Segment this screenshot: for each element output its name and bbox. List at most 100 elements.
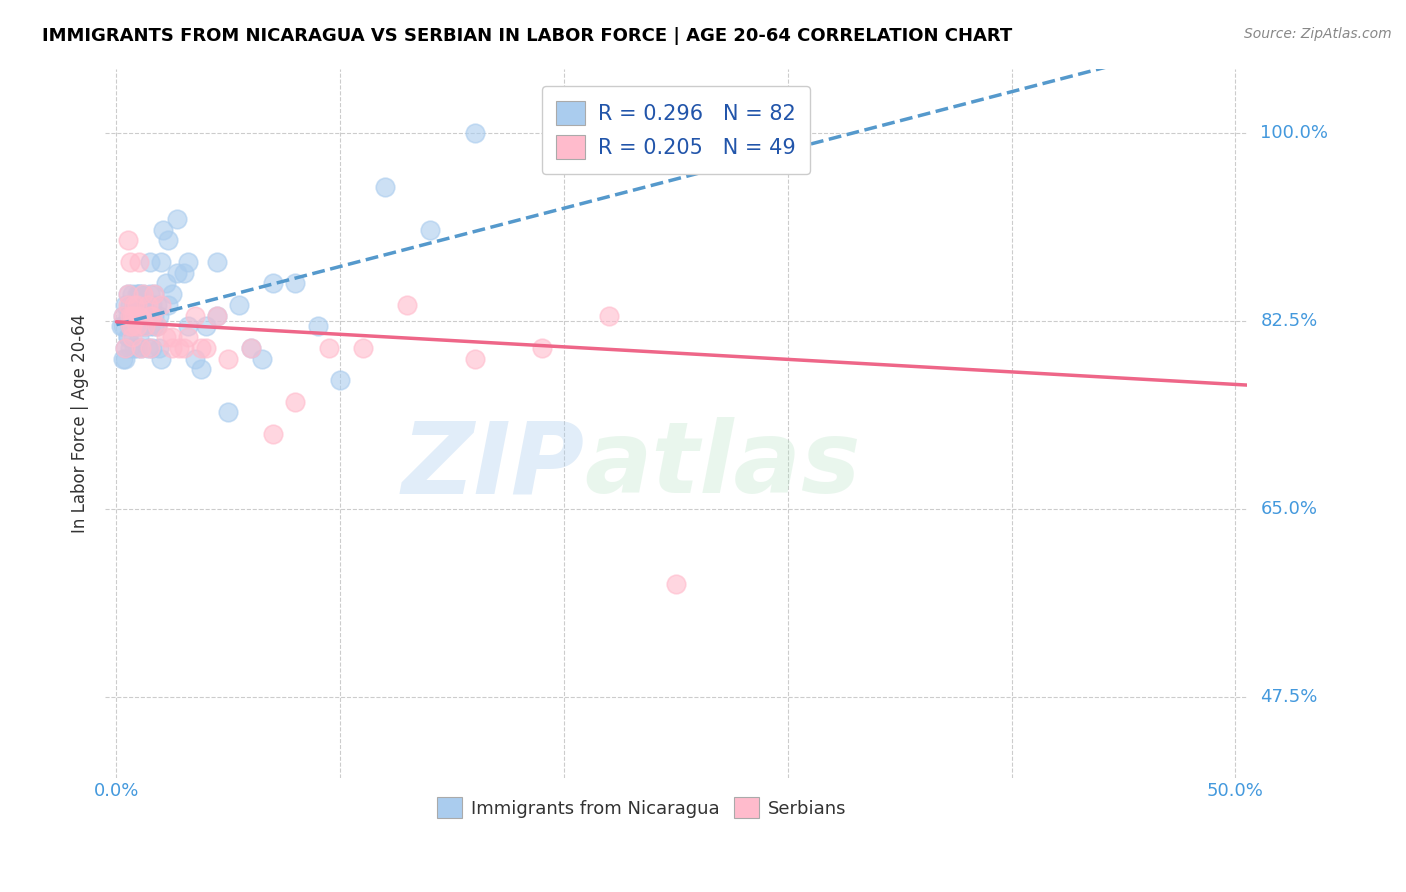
Point	[155, 330, 177, 344]
Point	[118, 319, 141, 334]
Point	[205, 255, 228, 269]
Point	[217, 405, 239, 419]
Point	[173, 266, 195, 280]
Point	[125, 319, 148, 334]
Point	[136, 341, 159, 355]
Point	[128, 255, 150, 269]
Point	[121, 319, 143, 334]
Point	[139, 287, 162, 301]
Point	[112, 351, 135, 366]
Point	[166, 211, 188, 226]
Point	[129, 341, 152, 355]
Point	[145, 319, 167, 334]
Point	[143, 287, 166, 301]
Point	[136, 309, 159, 323]
Point	[145, 298, 167, 312]
Point	[419, 222, 441, 236]
Point	[118, 319, 141, 334]
Point	[118, 309, 141, 323]
Legend: Immigrants from Nicaragua, Serbians: Immigrants from Nicaragua, Serbians	[429, 790, 853, 825]
Point	[145, 319, 167, 334]
Point	[262, 277, 284, 291]
Point	[136, 298, 159, 312]
Point	[128, 287, 150, 301]
Point	[117, 330, 139, 344]
Point	[776, 126, 799, 140]
Point	[132, 309, 155, 323]
Point	[143, 287, 166, 301]
Point	[150, 255, 173, 269]
Point	[396, 298, 419, 312]
Point	[134, 298, 156, 312]
Point	[118, 255, 141, 269]
Point	[184, 351, 207, 366]
Point	[114, 341, 136, 355]
Point	[139, 319, 162, 334]
Point	[117, 287, 139, 301]
Point	[121, 319, 143, 334]
Point	[124, 298, 146, 312]
Point	[205, 309, 228, 323]
Y-axis label: In Labor Force | Age 20-64: In Labor Force | Age 20-64	[72, 313, 89, 533]
Point	[117, 234, 139, 248]
Text: 82.5%: 82.5%	[1260, 312, 1317, 330]
Point	[128, 309, 150, 323]
Point	[112, 309, 135, 323]
Point	[352, 341, 374, 355]
Point	[162, 341, 184, 355]
Point	[262, 426, 284, 441]
Point	[121, 287, 143, 301]
Point	[250, 351, 273, 366]
Point	[139, 309, 162, 323]
Point	[162, 330, 184, 344]
Point	[121, 309, 143, 323]
Point	[148, 341, 170, 355]
Point	[307, 319, 329, 334]
Point	[129, 298, 152, 312]
Point	[124, 309, 146, 323]
Point	[134, 309, 156, 323]
Point	[114, 351, 136, 366]
Point	[374, 179, 396, 194]
Point	[125, 341, 148, 355]
Point	[118, 298, 141, 312]
Point	[217, 351, 239, 366]
Point	[156, 298, 179, 312]
Point	[173, 341, 195, 355]
Point	[124, 298, 146, 312]
Point	[121, 330, 143, 344]
Point	[125, 298, 148, 312]
Point	[110, 319, 132, 334]
Point	[129, 341, 152, 355]
Point	[150, 298, 173, 312]
Point	[128, 309, 150, 323]
Point	[166, 266, 188, 280]
Point	[128, 287, 150, 301]
Point	[143, 319, 166, 334]
Point	[463, 126, 485, 140]
Point	[167, 341, 190, 355]
Point	[318, 341, 340, 355]
Point	[228, 298, 250, 312]
Point	[284, 394, 307, 409]
Point	[150, 351, 173, 366]
Point	[152, 222, 174, 236]
Point	[132, 287, 155, 301]
Point	[139, 255, 162, 269]
Point	[143, 309, 166, 323]
Point	[114, 298, 136, 312]
Point	[156, 234, 179, 248]
Point	[117, 287, 139, 301]
Point	[112, 319, 135, 334]
Point	[139, 341, 162, 355]
Text: atlas: atlas	[585, 417, 860, 514]
Point	[190, 341, 212, 355]
Point	[125, 287, 148, 301]
Point	[141, 309, 163, 323]
Point	[177, 255, 200, 269]
Point	[205, 309, 228, 323]
Point	[463, 351, 485, 366]
Point	[124, 298, 146, 312]
Point	[134, 319, 156, 334]
Point	[239, 341, 262, 355]
